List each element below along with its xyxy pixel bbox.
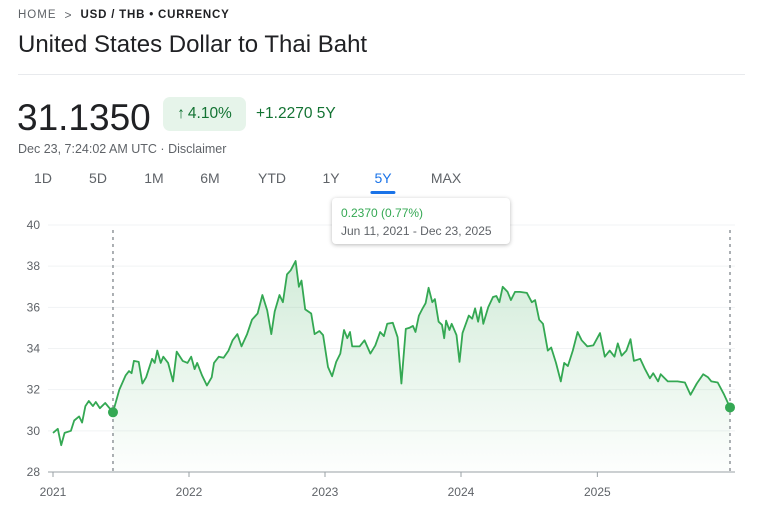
page-title: United States Dollar to Thai Baht xyxy=(18,31,368,58)
selection-start-marker xyxy=(107,407,118,418)
y-tick-label: 38 xyxy=(27,259,41,273)
tab-max[interactable]: MAX xyxy=(430,170,462,186)
arrow-up-icon: ↑ xyxy=(177,105,185,122)
range-tooltip: 0.2370 (0.77%) Jun 11, 2021 - Dec 23, 20… xyxy=(332,198,510,244)
change-percent: 4.10% xyxy=(187,105,232,122)
tab-1y[interactable]: 1Y xyxy=(322,170,340,186)
change-percent-badge: ↑ 4.10% xyxy=(163,97,246,131)
change-absolute: +1.2270 5Y xyxy=(256,105,336,122)
chevron-right-icon: > xyxy=(64,8,73,22)
tab-6m[interactable]: 6M xyxy=(200,170,220,186)
disclaimer-link[interactable]: Disclaimer xyxy=(168,142,227,156)
tab-5y[interactable]: 5Y xyxy=(370,170,396,194)
selection-end-marker xyxy=(725,402,735,413)
y-tick-label: 36 xyxy=(27,300,41,314)
tab-5d[interactable]: 5D xyxy=(89,170,107,186)
tooltip-change: 0.2370 (0.77%) xyxy=(341,206,424,220)
y-tick-label: 28 xyxy=(27,465,41,479)
breadcrumb: HOME > USD / THB • CURRENCY xyxy=(18,8,230,22)
timestamp-line: Dec 23, 7:24:02 AM UTC · Disclaimer xyxy=(18,142,227,156)
x-tick-label: 2021 xyxy=(40,485,67,499)
tab-1m[interactable]: 1M xyxy=(144,170,164,186)
x-tick-label: 2023 xyxy=(312,485,339,499)
x-tick-label: 2024 xyxy=(448,485,475,499)
selection-area-fill xyxy=(112,261,730,472)
timestamp: Dec 23, 7:24:02 AM UTC xyxy=(18,142,157,156)
y-tick-label: 40 xyxy=(27,218,41,232)
current-price: 31.1350 xyxy=(17,97,151,138)
tooltip-range: Jun 11, 2021 - Dec 23, 2025 xyxy=(341,224,492,238)
divider xyxy=(18,74,745,75)
breadcrumb-current: USD / THB • CURRENCY xyxy=(80,9,230,21)
tab-ytd[interactable]: YTD xyxy=(258,170,286,186)
y-tick-label: 32 xyxy=(27,383,41,397)
x-tick-label: 2025 xyxy=(584,485,611,499)
x-tick-label: 2022 xyxy=(176,485,203,499)
tab-1d[interactable]: 1D xyxy=(34,170,52,186)
breadcrumb-home-link[interactable]: HOME xyxy=(18,9,57,21)
y-tick-label: 34 xyxy=(27,342,41,356)
price-line xyxy=(52,260,731,447)
y-tick-label: 30 xyxy=(27,424,41,438)
